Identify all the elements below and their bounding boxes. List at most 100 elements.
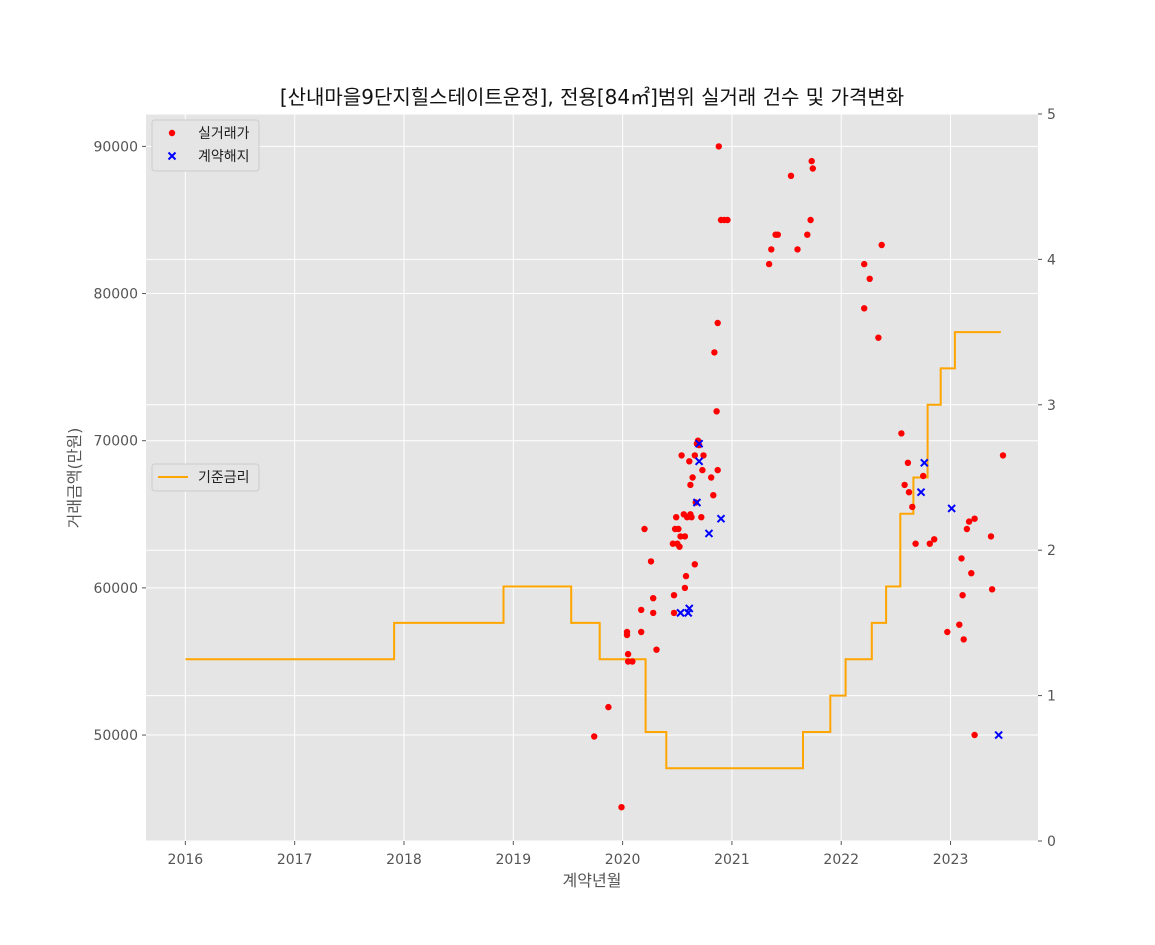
trade-price-point	[931, 536, 938, 543]
legend-mid-box	[151, 463, 260, 492]
cancelled-trade-point	[676, 608, 685, 618]
trade-price-point	[689, 474, 696, 481]
y-tick-label: 60000	[93, 581, 138, 597]
x-tick-label: 2018	[386, 852, 422, 868]
cancelled-trade-point	[685, 604, 694, 613]
y-tick-label: 80000	[93, 287, 138, 303]
legend-top: 실거래가 계약해지	[151, 119, 260, 172]
trade-price-point	[971, 731, 978, 739]
trade-price-point	[875, 334, 882, 341]
y-tick-label: 50000	[93, 728, 138, 744]
cancelled-trade-point	[920, 458, 929, 467]
trade-price-point	[681, 533, 689, 540]
trade-price-point	[673, 514, 680, 521]
trade-price-point	[591, 733, 598, 740]
trade-price-point	[861, 305, 868, 312]
y-tick-label: 70000	[93, 434, 138, 450]
y2-tick-label: 4	[1047, 252, 1056, 268]
trade-price-point	[695, 441, 703, 449]
cancelled-trade-point	[704, 529, 714, 538]
trade-price-point	[641, 525, 648, 533]
trade-price-point	[901, 481, 908, 489]
trade-price-point	[650, 595, 657, 602]
x-tick-label: 2023	[933, 852, 969, 868]
trade-price-point	[681, 584, 689, 592]
cancelled-trade-point	[694, 439, 704, 448]
trade-price-point	[686, 458, 693, 465]
trade-price-point	[944, 628, 951, 636]
trade-price-point	[714, 319, 721, 327]
legend-mid: 기준금리	[151, 463, 260, 492]
trade-price-point	[787, 172, 795, 179]
legend-label-cancel: 계약해지	[198, 149, 250, 165]
legend-dot-marker	[168, 129, 176, 137]
trade-price-point	[638, 606, 645, 614]
y2-tick-label: 3	[1047, 398, 1056, 414]
trade-price-point	[904, 459, 912, 466]
trade-price-point	[909, 503, 916, 511]
trade-price-point	[691, 561, 698, 568]
trade-price-point	[677, 533, 684, 540]
trade-price-point	[676, 543, 683, 550]
trade-price-point	[687, 481, 694, 489]
x-tick-label: 2020	[605, 852, 641, 868]
trade-price-point	[650, 609, 657, 617]
trade-price-point	[794, 246, 801, 253]
trade-price-point	[912, 540, 919, 547]
trade-price-point	[700, 452, 707, 459]
x-tick-label: 2021	[714, 852, 750, 868]
trade-price-point	[605, 703, 612, 711]
trade-price-point	[926, 540, 933, 547]
trade-price-point	[618, 804, 625, 811]
trade-price-point	[638, 628, 645, 636]
trade-price-point	[988, 586, 996, 593]
cancelled-trade-point	[716, 514, 726, 523]
trade-price-point	[691, 452, 698, 459]
trade-price-point	[960, 636, 967, 643]
trade-price-point	[768, 246, 775, 253]
trade-price-point	[624, 650, 632, 658]
trade-price-point	[958, 555, 965, 562]
x-tick-label: 2017	[277, 852, 313, 868]
legend-label-rate: 기준금리	[198, 470, 250, 486]
trade-price-point	[682, 572, 690, 580]
cancelled-trade-point	[994, 730, 1003, 740]
y-tick-label: 90000	[93, 139, 138, 155]
x-tick-label: 2019	[495, 852, 531, 868]
cancelled-trade-point	[916, 488, 926, 497]
points-layer	[591, 143, 1007, 811]
trade-price-point	[905, 489, 913, 496]
legend-x-marker	[167, 151, 177, 161]
trade-price-point	[999, 452, 1007, 459]
trade-price-point	[963, 525, 971, 533]
y2-tick-label: 5	[1047, 107, 1056, 123]
y2-tick-label: 2	[1047, 543, 1056, 559]
x-tick-labels: 2016 2017 2018 2019 2020 2021 2022 2023	[168, 841, 969, 868]
trade-price-point	[713, 408, 720, 415]
trade-price-point	[861, 260, 868, 268]
trade-price-point	[670, 592, 678, 599]
trade-price-point	[711, 349, 718, 356]
base-rate-line	[185, 331, 1001, 770]
trade-price-point	[809, 165, 816, 172]
trade-price-point	[765, 260, 773, 268]
trade-price-point	[959, 592, 966, 599]
cancelled-trade-point	[947, 504, 956, 513]
trade-price-point	[669, 540, 677, 547]
trade-price-point	[866, 275, 873, 282]
trade-price-point	[678, 452, 685, 459]
y2-tick-label: 1	[1047, 689, 1056, 705]
trade-price-point	[971, 515, 978, 522]
x-axis-label: 계약년월	[563, 871, 622, 890]
trade-price-point	[807, 216, 814, 224]
y2-tick-labels: 0 1 2 3 4 5	[1038, 107, 1056, 850]
trade-price-point	[710, 492, 717, 499]
trade-price-point	[670, 609, 678, 617]
trade-price-point	[987, 533, 995, 540]
trade-price-point	[623, 628, 631, 636]
trade-price-point	[688, 514, 695, 521]
cancelled-trade-point	[692, 498, 702, 507]
trade-price-point	[774, 231, 781, 238]
trade-price-point	[647, 558, 655, 565]
x-tick-label: 2016	[168, 852, 204, 868]
